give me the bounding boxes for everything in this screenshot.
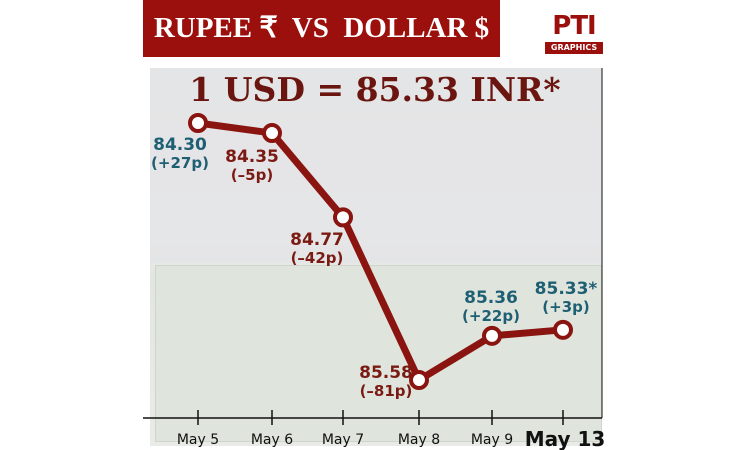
- change-label: (–5p): [231, 166, 273, 184]
- x-tick-label: May 6: [251, 432, 293, 448]
- change-label: (+3p): [542, 298, 589, 316]
- data-point: [409, 370, 429, 391]
- logo-text: PTI: [552, 11, 596, 41]
- rupee-note-image: [150, 68, 602, 263]
- data-label: 85.36: [464, 288, 518, 308]
- data-point: [188, 113, 208, 133]
- chart-title: RUPEE ₹ VS DOLLAR $: [143, 0, 500, 57]
- data-label: 85.58: [359, 363, 413, 383]
- x-tick-label: May 13: [525, 427, 606, 450]
- pti-logo: PTI GRAPHICS: [545, 10, 603, 60]
- x-tick-label: May 7: [322, 432, 364, 448]
- x-tick-label: May 9: [471, 432, 513, 448]
- change-label: (–42p): [291, 249, 344, 267]
- logo-subtext: GRAPHICS: [545, 42, 603, 54]
- headline-rate: 1 USD = 85.33 INR*: [189, 70, 561, 109]
- x-tick-label: May 5: [177, 432, 219, 448]
- series-line: [197, 119, 564, 384]
- data-point: [262, 123, 282, 144]
- x-tick-label: May 8: [398, 432, 440, 448]
- change-label: (+22p): [462, 307, 520, 325]
- data-point: [553, 319, 573, 340]
- data-point: [482, 325, 502, 346]
- change-label: (–81p): [360, 382, 413, 400]
- change-label: (+27p): [151, 154, 209, 172]
- data-label: 84.77: [290, 230, 344, 250]
- data-point: [333, 207, 353, 228]
- data-label: 84.35: [225, 147, 279, 167]
- data-label: 85.33*: [535, 279, 598, 299]
- data-label: 84.30: [153, 135, 207, 155]
